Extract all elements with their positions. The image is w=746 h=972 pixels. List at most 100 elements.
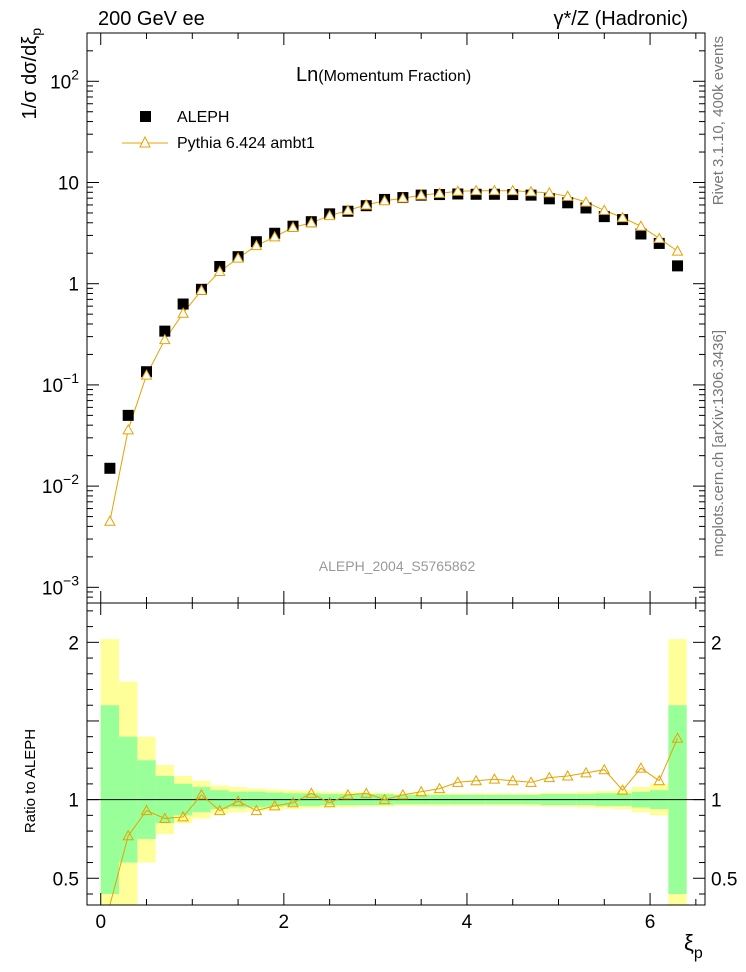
plot-title: Ln(Momentum Fraction)	[296, 64, 471, 86]
ratio-point	[616, 784, 629, 795]
analysis-id-label: ALEPH_2004_S5765862	[319, 558, 476, 574]
x-tick-label: 0	[95, 912, 106, 933]
ratio-line	[109, 738, 678, 906]
aleph-point	[672, 260, 684, 272]
aleph-point	[653, 237, 665, 249]
aleph-point	[177, 298, 189, 310]
ratio-point	[360, 787, 373, 798]
y-tick-label-exponent: −2	[63, 471, 79, 487]
pythia-point	[671, 245, 684, 256]
aleph-point	[104, 462, 116, 474]
pythia-point	[268, 230, 281, 242]
ratio-y-tick-label: 2	[68, 633, 79, 654]
pythia-point	[360, 198, 373, 210]
y-tick-label-base: 10	[58, 173, 79, 194]
pythia-point	[470, 184, 482, 196]
y-tick-label-base: 10	[50, 72, 71, 93]
ratio-point	[543, 771, 556, 783]
y-tick-label-exponent: −3	[63, 572, 79, 588]
pythia-point	[250, 239, 263, 251]
pythia-point	[305, 216, 318, 228]
ratio-point	[140, 804, 153, 816]
ratio-y-tick-label-right: 0.5	[711, 869, 737, 890]
x-axis-label: ξp	[684, 930, 703, 962]
ratio-point	[433, 782, 446, 794]
ratio-point	[397, 788, 409, 800]
y-tick-label-base: 10	[42, 477, 63, 498]
pythia-point	[232, 252, 244, 263]
x-tick-label: 2	[279, 912, 290, 933]
ratio-point	[305, 787, 318, 798]
y-tick-label-base: 1	[68, 275, 79, 296]
pythia-point	[598, 204, 611, 215]
pythia-point	[177, 307, 189, 318]
ratio-point	[451, 776, 464, 787]
y-tick-label-exponent: −1	[63, 370, 79, 386]
header-right-label: γ*/Z (Hadronic)	[554, 8, 688, 30]
ratio-point	[525, 776, 537, 787]
pythia-point	[433, 187, 446, 198]
aleph-point	[562, 197, 574, 209]
aleph-point	[122, 409, 134, 421]
pythia-point	[397, 192, 409, 203]
pythia-point	[378, 194, 391, 206]
ratio-point	[213, 804, 226, 816]
pythia-point	[525, 185, 537, 197]
y-tick-label: 102	[50, 66, 79, 93]
pythia-point	[635, 220, 647, 231]
pythia-point	[158, 333, 171, 345]
ratio-plot-panel: 2 2 1 1 0.5 0.5 0 2 4 6 Ratio to ALEPH ξp	[22, 602, 737, 962]
pythia-point	[415, 189, 428, 200]
legend-label-pythia: Pythia 6.424 ambt1	[177, 135, 315, 152]
pythia-point	[122, 423, 135, 435]
ratio-point	[470, 774, 482, 786]
x-tick-label: 6	[645, 912, 656, 933]
ratio-point	[250, 804, 263, 816]
y-tick-label: 10−3	[42, 572, 79, 599]
y-tick-label: 10−1	[42, 370, 79, 397]
legend-marker-aleph	[140, 111, 151, 122]
aleph-point	[598, 211, 610, 223]
pythia-point	[342, 204, 354, 215]
ratio-point	[378, 793, 391, 805]
ratio-point	[598, 763, 611, 775]
y-tick-label-base: 10	[42, 578, 63, 599]
pythia-point	[543, 186, 556, 198]
x-tick-label: 4	[462, 912, 473, 933]
mcplots-label: mcplots.cern.ch [arXiv:1306.3436]	[710, 330, 727, 557]
ratio-point	[287, 796, 299, 808]
pythia-point	[561, 190, 574, 201]
y-axis-label: 1/σ dσ/dξp	[19, 28, 44, 120]
ratio-point	[195, 788, 208, 800]
ratio-y-tick-label-right: 2	[711, 633, 722, 654]
ratio-point	[122, 829, 135, 841]
aleph-point	[159, 325, 171, 337]
ratio-point	[268, 799, 281, 811]
ratio-plot-frame	[86, 602, 706, 906]
y-tick-label: 10−2	[42, 471, 79, 498]
ratio-point	[671, 732, 684, 743]
ratio-point	[415, 785, 428, 797]
aleph-point	[580, 202, 592, 214]
ratio-point	[158, 812, 171, 823]
ratio-point	[323, 796, 336, 808]
ratio-point	[488, 773, 501, 784]
ratio-point	[232, 795, 244, 806]
pythia-point	[140, 369, 153, 380]
y-tick-label-exponent: 2	[71, 66, 79, 82]
rivet-label: Rivet 3.1.10, 400k events	[710, 36, 727, 205]
header-left-label: 200 GeV ee	[98, 8, 205, 30]
y-tick-label: 1	[68, 275, 79, 296]
ratio-point	[635, 762, 647, 773]
ratio-point	[580, 766, 592, 778]
pythia-point	[580, 196, 592, 207]
ratio-point	[653, 774, 666, 786]
ratio-y-tick-label: 1	[68, 791, 79, 812]
pythia-point	[195, 284, 208, 295]
pythia-point	[653, 232, 666, 243]
pythia-point	[616, 211, 629, 223]
ratio-point	[177, 810, 189, 822]
ratio-y-axis-label: Ratio to ALEPH	[22, 729, 39, 833]
